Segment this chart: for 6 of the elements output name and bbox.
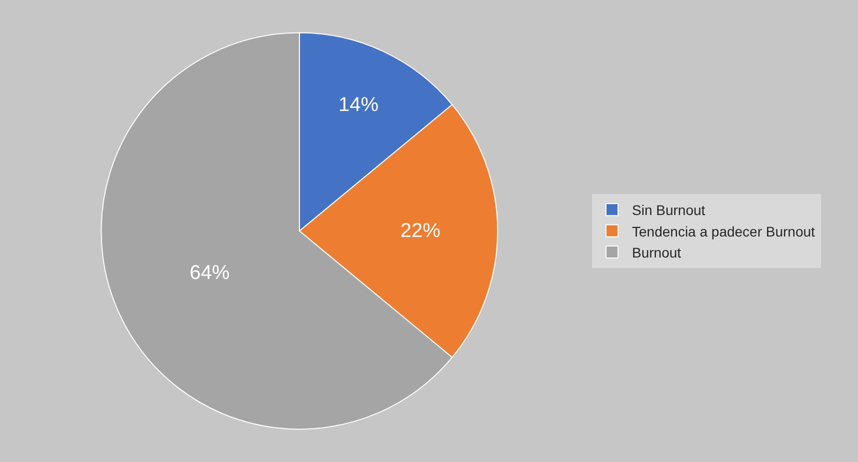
legend-label: Tendencia a padecer Burnout: [632, 223, 816, 240]
legend-label: Burnout: [632, 244, 682, 260]
legend-label: Sin Burnout: [632, 202, 706, 218]
data-label: 22%: [400, 220, 441, 242]
data-label: 64%: [190, 262, 230, 284]
data-label: 14%: [338, 94, 379, 116]
